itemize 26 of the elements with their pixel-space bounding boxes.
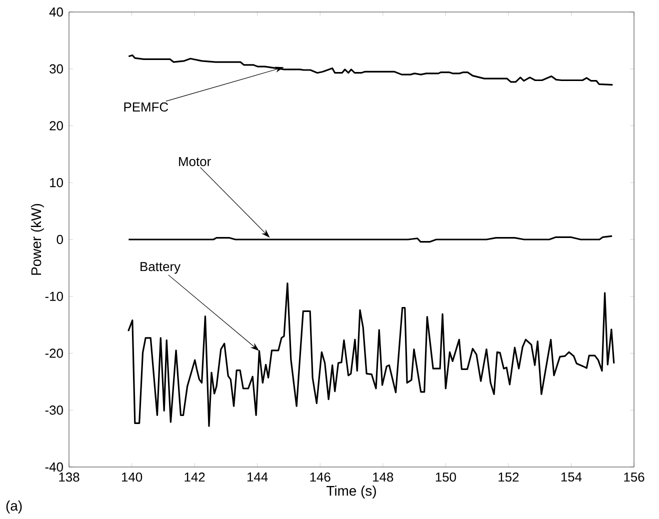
line-series: [128, 282, 615, 427]
x-tick-label: 150: [436, 472, 456, 482]
x-tick-label: 156: [624, 472, 644, 482]
y-tick-label: 0: [56, 234, 63, 244]
x-axis-title: Time (s): [326, 486, 376, 499]
y-tick-label: -10: [45, 292, 63, 301]
x-tick-label: 154: [561, 472, 582, 482]
y-tick-label: -30: [45, 406, 63, 415]
annotation: Battery: [140, 262, 181, 274]
x-tick-label: 144: [248, 472, 268, 482]
y-tick-label: -40: [45, 462, 63, 472]
y-tick-label: 20: [50, 121, 63, 130]
text: (a): [6, 500, 22, 514]
x-tick-label: 146: [310, 472, 330, 482]
y-tick-label: 30: [50, 64, 63, 74]
annotation: PEMFC: [124, 102, 168, 112]
x-tick-label: 138: [59, 472, 80, 482]
y-tick-label: 40: [49, 7, 63, 17]
annotation: Motor: [179, 157, 211, 166]
y-tick-label: 10: [50, 178, 63, 188]
x-tick-label: 148: [373, 472, 394, 482]
x-tick-label: 142: [184, 472, 205, 482]
y-tick-label: -20: [45, 348, 63, 358]
y-axis-title: Power (kW): [30, 204, 44, 275]
x-tick-label: 152: [498, 472, 519, 482]
x-tick-label: 140: [122, 472, 142, 482]
